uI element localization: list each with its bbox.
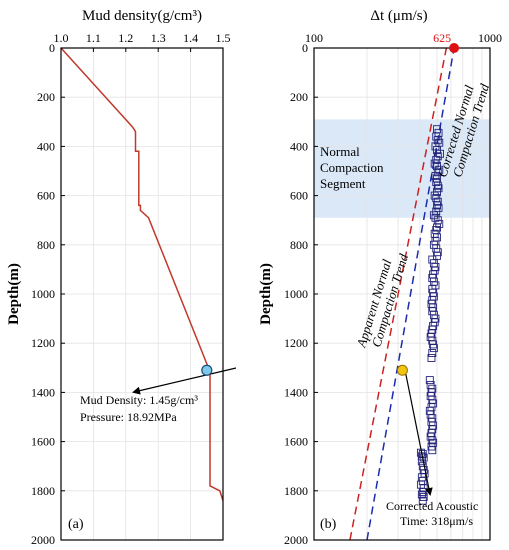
- apparent-trend-line: [349, 47, 448, 541]
- data-point: [430, 159, 439, 168]
- panel-b-y-ticks: 0 200 400 600 800 1000 1200 1400 1600 1800 2000: [284, 41, 318, 547]
- y-tick-label: 1600: [31, 435, 55, 449]
- data-point: [425, 376, 434, 385]
- y-tick-label: 1000: [284, 287, 308, 301]
- panel-b-normal-compaction-band: [314, 119, 490, 218]
- panel-a-y-axis-title: Depth(m): [6, 263, 22, 325]
- y-tick-label: 1200: [31, 336, 55, 350]
- y-tick-label: 400: [37, 139, 55, 153]
- panel-a-annotation-line2: Pressure: 18.92MPa: [80, 410, 177, 424]
- y-tick-label: 2000: [284, 533, 308, 547]
- data-point: [417, 457, 426, 466]
- x-tick-label: 1.5: [216, 31, 231, 45]
- y-tick-label: 200: [37, 90, 55, 104]
- panel-a-x-ticks: 1.0 1.1 1.2 1.3 1.4 1.5: [54, 31, 231, 52]
- y-tick-label: 1400: [31, 385, 55, 399]
- band-label-line1: Normal: [320, 144, 360, 159]
- y-tick-label: 800: [37, 238, 55, 252]
- panel-b-625-marker: [449, 43, 460, 53]
- band-label-line2: Compaction: [320, 160, 384, 175]
- data-point: [433, 136, 442, 145]
- y-tick-label: 400: [290, 139, 308, 153]
- mud-density-line: [60, 47, 224, 501]
- panel-b-annotation-arrow: [404, 369, 433, 496]
- panel-a-annotation-line1: Mud Density: 1.45g/cm³: [80, 393, 198, 407]
- y-tick-label: 1600: [284, 435, 308, 449]
- panel-b-data-points: [416, 125, 444, 505]
- y-tick-label: 200: [290, 90, 308, 104]
- panel-b-x-ticks: 100 1000: [305, 31, 502, 45]
- data-point: [427, 354, 436, 362]
- data-point: [418, 496, 427, 505]
- data-point: [433, 223, 441, 232]
- panel-b-x-axis-title: Δt (μm/s): [370, 8, 427, 24]
- panel-b-625-label: 625: [433, 31, 451, 45]
- panel-b-y-axis-title: Depth(m): [258, 263, 274, 325]
- panel-b-grid: [314, 47, 490, 541]
- y-tick-label: 2000: [31, 533, 55, 547]
- panel-a-x-axis-title: Mud density(g/cm³): [82, 8, 202, 24]
- panel-a-y-ticks: 0 200 400 600 800 1000 1200 1400 1600 1800 2000: [31, 41, 65, 547]
- data-point: [428, 446, 437, 455]
- corrected-trend-line: [366, 47, 455, 541]
- y-tick-label: 800: [290, 238, 308, 252]
- data-point: [431, 171, 440, 180]
- data-point: [428, 436, 437, 445]
- y-tick-label: 600: [37, 189, 55, 203]
- panel-a-label: (a): [68, 517, 84, 532]
- data-point: [429, 344, 438, 353]
- data-point: [433, 181, 442, 190]
- panel-a: 1.0 1.1 1.2 1.3 1.4 1.5 0 200 400 600 800 1000 1200…: [6, 8, 237, 547]
- x-tick-label: 1000: [478, 31, 502, 45]
- panel-b-annotation-line1: Corrected Acoustic: [386, 499, 478, 513]
- y-tick-label: 1800: [31, 484, 55, 498]
- panel-b-trend-lines: [349, 47, 455, 541]
- panel-b-highlight-marker: [396, 364, 408, 376]
- band-label-line3: Segment: [320, 176, 366, 191]
- y-tick-label: 0: [302, 41, 308, 55]
- panel-b-label: (b): [320, 517, 337, 532]
- y-tick-label: 1400: [284, 385, 308, 399]
- panel-a-annotation-arrow: [132, 367, 237, 395]
- data-point: [428, 349, 437, 357]
- x-tick-label: 100: [305, 31, 323, 45]
- y-tick-label: 1800: [284, 484, 308, 498]
- panel-b-annotation-line2: Time: 318μm/s: [400, 514, 473, 528]
- panel-b: 100 1000 0 200 400 600 800 1000 1200 1400 1600 180…: [258, 8, 502, 547]
- panel-a-highlight-marker: [201, 364, 213, 376]
- x-tick-label: 1.1: [86, 31, 101, 45]
- data-point: [433, 201, 441, 210]
- y-tick-label: 600: [290, 189, 308, 203]
- x-tick-label: 1.4: [183, 31, 198, 45]
- x-tick-label: 1.0: [54, 31, 69, 45]
- x-tick-label: 1.3: [151, 31, 166, 45]
- y-tick-label: 1000: [31, 287, 55, 301]
- x-tick-label: 1.2: [118, 31, 133, 45]
- y-tick-label: 0: [49, 41, 55, 55]
- y-tick-label: 1200: [284, 336, 308, 350]
- panel-a-series: [60, 47, 224, 501]
